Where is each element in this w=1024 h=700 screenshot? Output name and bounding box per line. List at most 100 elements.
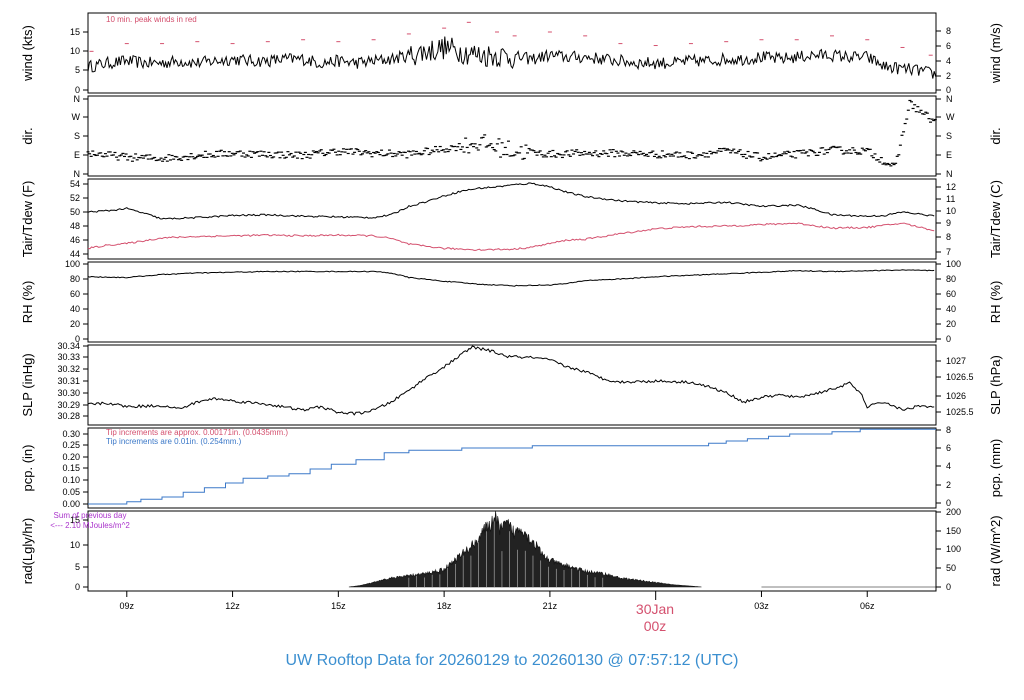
slp-left-axis-label: SLP (inHg) [20, 353, 35, 416]
temp-right-tick-label: 7 [946, 247, 951, 257]
dir-frame [87, 95, 937, 177]
rh-left-tick-label: 60 [70, 289, 80, 299]
slp-series-line [87, 345, 935, 416]
pcp-data [88, 428, 936, 505]
pcp-left-tick-label: 0.20 [62, 452, 80, 462]
slp-right-axis-label: SLP (hPa) [988, 355, 1003, 415]
pcp-right-tick-label: 4 [946, 461, 951, 471]
temp-left-tick-label: 54 [70, 179, 80, 189]
temp-frame [87, 178, 937, 260]
rad-note-line2: <--- 2.10 MJoules/m^2 [50, 521, 130, 530]
rh-right-tick-label: 100 [946, 259, 961, 269]
temp-right-tick-label: 9 [946, 218, 951, 228]
precip-series-line [88, 428, 936, 505]
rad-right-tick-label: 150 [946, 526, 961, 536]
temp-right-tick-label: 12 [946, 182, 956, 192]
temp-left-tick-label: 50 [70, 207, 80, 217]
rh-right-tick-label: 0 [946, 334, 951, 344]
panel-wind: 0 5 10 15 0 2 4 6 8 wind (kts) wind (m/s) 10 min. p… [20, 12, 1003, 95]
rh-left-tick-label: 20 [70, 319, 80, 329]
slp-right-tick-label: 1026.5 [946, 372, 974, 382]
panel-pcp: 0.00 0.05 0.10 0.150.20 0.250.30 0 2 4 6 8 pcp. (i… [20, 425, 1003, 509]
pcp-right-axis-label: pcp. (mm) [988, 439, 1003, 498]
rh-frame [87, 261, 937, 343]
x-tick-label: 18z [437, 601, 452, 611]
rh-data [87, 269, 935, 287]
wind-left-axis-label: wind (kts) [20, 25, 35, 82]
pcp-right-tick-label: 6 [946, 443, 951, 453]
slp-right-tick-label: 1027 [946, 356, 966, 366]
wind-data [87, 21, 937, 79]
slp-left-tick-label: 30.34 [57, 341, 80, 351]
dir-left-tick-label: N [74, 169, 81, 179]
temp-left-axis-label: Tair/Tdew (F) [20, 181, 35, 258]
wind-right-axis-label: wind (m/s) [988, 23, 1003, 84]
rad-left-axis-label: rad(Lgly/hr) [20, 518, 35, 584]
x-tick-label: 03z [754, 601, 769, 611]
rh-left-tick-label: 0 [75, 334, 80, 344]
pcp-note-blue: Tip increments are 0.01in. (0.254mm.) [106, 437, 242, 446]
rh-left-axis-label: RH (%) [20, 281, 35, 324]
temp-left-tick-label: 46 [70, 235, 80, 245]
rh-series-line [87, 269, 935, 287]
pcp-left-tick-label: 0.05 [62, 487, 80, 497]
wind-left-tick-label: 0 [75, 85, 80, 95]
x-tick-label: 06z [860, 601, 875, 611]
temp-left-tick-label: 52 [70, 193, 80, 203]
slp-right-tick-label: 1026 [946, 391, 966, 401]
pcp-left-tick-label: 0.30 [62, 429, 80, 439]
rad-right-axis-label: rad (W/m^2) [988, 515, 1003, 586]
pcp-left-tick-label: 0.15 [62, 463, 80, 473]
wind-right-tick-label: 2 [946, 71, 951, 81]
dir-left-tick-label: S [74, 131, 80, 141]
slp-left-tick-label: 30.30 [57, 388, 80, 398]
temp-left-tick-label: 44 [70, 249, 80, 259]
rad-data [348, 511, 936, 588]
panel-temp: 44 46 48 50 52 54 7 8 9 10 11 12 Tair/Tdew (F) Tair/T… [20, 178, 1003, 260]
time-axis: 09z 12z 15z 18z 21z 03z 06z [120, 591, 875, 611]
radiation-area [348, 511, 702, 588]
day-label-date: 30Jan [636, 601, 674, 617]
rad-right-tick-label: 50 [946, 563, 956, 573]
rh-right-tick-label: 40 [946, 304, 956, 314]
pcp-right-tick-label: 8 [946, 425, 951, 435]
rad-right-tick-label: 100 [946, 544, 961, 554]
rad-frame [87, 510, 937, 592]
dir-right-tick-label: E [946, 150, 952, 160]
temp-series-tair [87, 182, 935, 220]
slp-left-tick-label: 30.32 [57, 364, 80, 374]
panel-rh: 0 20 40 60 80 100 0 20 40 60 80 100 RH (%) RH (%) [20, 259, 1003, 344]
dir-left-axis-label: dir. [20, 127, 35, 144]
slp-left-tick-label: 30.31 [57, 376, 80, 386]
temp-right-tick-label: 8 [946, 232, 951, 242]
temp-left-tick-label: 48 [70, 221, 80, 231]
dir-right-tick-label: N [946, 169, 953, 179]
temp-series-tdew [87, 222, 935, 251]
wind-left-tick-label: 5 [75, 65, 80, 75]
wind-right-tick-label: 4 [946, 56, 951, 66]
dir-left-tick-label: W [72, 112, 81, 122]
rad-right-tick-label: 0 [946, 582, 951, 592]
rh-left-tick-label: 80 [70, 274, 80, 284]
wind-series-line [87, 36, 937, 79]
slp-data [87, 345, 935, 416]
rh-right-tick-label: 60 [946, 289, 956, 299]
x-tick-label: 21z [543, 601, 558, 611]
wind-left-tick-label: 10 [70, 46, 80, 56]
rad-note-line1: Sum of previous day [54, 511, 127, 520]
rh-left-tick-label: 40 [70, 304, 80, 314]
pcp-note-red: Tip increments are approx. 0.00171in. (0… [106, 428, 288, 437]
rad-left-tick-label: 10 [70, 540, 80, 550]
dir-left-tick-label: E [74, 150, 80, 160]
pcp-right-tick-label: 0 [946, 498, 951, 508]
slp-right-tick-label: 1025.5 [946, 407, 974, 417]
rh-left-tick-label: 100 [65, 259, 80, 269]
wind-right-tick-label: 6 [946, 41, 951, 51]
rad-right-tick-label: 200 [946, 507, 961, 517]
pcp-left-tick-label: 0.25 [62, 440, 80, 450]
x-tick-label: 12z [225, 601, 240, 611]
